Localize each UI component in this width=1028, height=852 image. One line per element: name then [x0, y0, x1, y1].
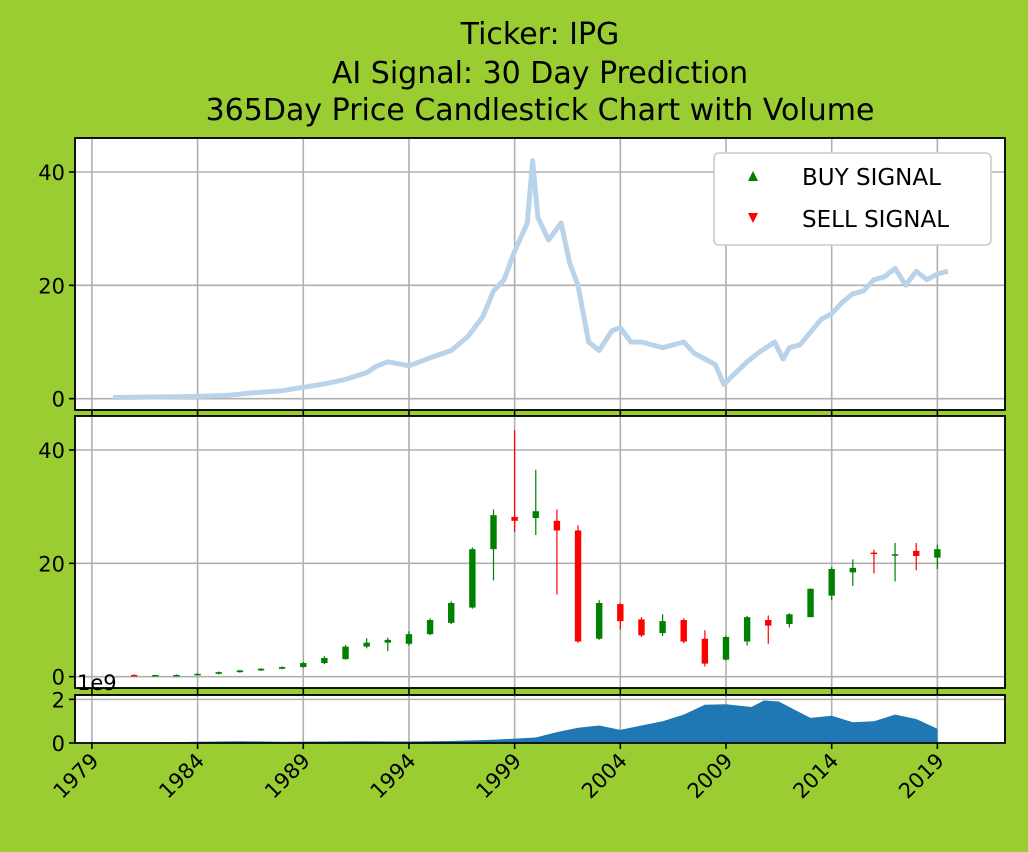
legend-box [713, 152, 992, 246]
sell-triangle-icon [748, 213, 758, 223]
candle-body [765, 620, 772, 626]
chart-title-line-1: Ticker: IPG [460, 17, 620, 52]
y-tick-label: 40 [38, 161, 65, 185]
candle-body [701, 638, 709, 664]
legend: BUY SIGNAL SELL SIGNAL [713, 152, 992, 246]
panel-border [74, 137, 1006, 411]
candle-body [257, 668, 265, 671]
legend-sell-label: SELL SIGNAL [802, 207, 949, 233]
volume-area [113, 700, 938, 743]
candle-body [786, 614, 793, 624]
candle-body [849, 567, 857, 573]
candle-body [617, 604, 624, 622]
candle-body [595, 603, 603, 639]
candle-body [152, 674, 159, 677]
candle-body [490, 515, 497, 550]
candle-body [638, 619, 645, 636]
candle-body [130, 674, 138, 677]
candle-body [173, 674, 180, 677]
candle-body [743, 617, 751, 642]
candle-body [511, 516, 518, 521]
candle-body [278, 667, 286, 669]
candle-body [934, 549, 941, 558]
panel-border [74, 415, 1006, 689]
legend-buy-label: BUY SIGNAL [802, 165, 941, 191]
candle-body [870, 552, 878, 555]
candle-body [426, 620, 434, 635]
y-tick-label: 0 [52, 388, 65, 412]
candle-body [469, 549, 476, 608]
candle-body [194, 673, 201, 676]
candle-body [913, 550, 920, 556]
candle-body [553, 520, 561, 531]
chart-title-line-3: 365Day Price Candlestick Chart with Volu… [206, 93, 875, 128]
candle-body [807, 588, 814, 618]
candle-body [574, 530, 582, 642]
panel-border [74, 694, 1006, 744]
y-tick-label: 40 [38, 439, 65, 463]
y-tick-label: 20 [38, 552, 65, 576]
candle-body [215, 672, 222, 674]
candlestick-series [130, 430, 941, 677]
y-tick-label: 2 [52, 688, 65, 712]
chart-title-line-2: AI Signal: 30 Day Prediction [332, 56, 748, 91]
candle-body [405, 634, 413, 644]
y-tick-label: 0 [52, 732, 65, 756]
candle-body [363, 642, 370, 647]
candle-body [300, 663, 307, 668]
price-line [112, 158, 949, 400]
candle-body [722, 637, 730, 660]
candle-body [532, 511, 539, 518]
candle-body [342, 646, 349, 660]
candlestick-panel [74, 415, 1006, 689]
volume-offset-label: 1e9 [77, 671, 117, 695]
candle-body [236, 670, 244, 673]
candle-body [384, 639, 392, 643]
candle-body [321, 657, 328, 664]
price-line-series [112, 158, 949, 400]
candle-body [891, 554, 899, 556]
volume-area-series [113, 700, 938, 743]
candle-body [659, 621, 666, 634]
y-tick-label: 0 [52, 666, 65, 690]
y-tick-label: 20 [38, 274, 65, 298]
candle-body [828, 569, 835, 596]
candle-body [448, 603, 455, 623]
buy-triangle-icon [748, 171, 758, 181]
candle-body [680, 620, 687, 642]
